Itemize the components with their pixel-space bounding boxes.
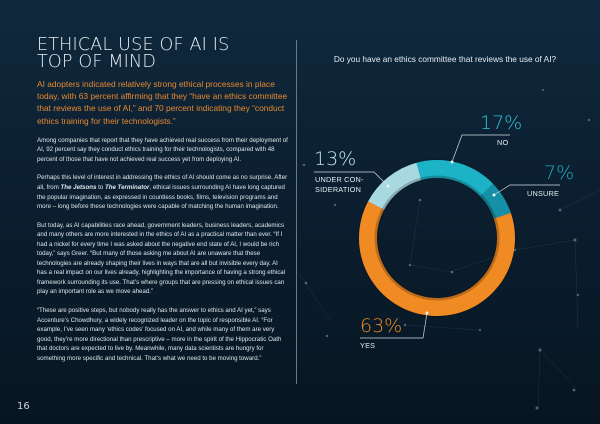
- donut-slice-under-consideration: [368, 162, 422, 210]
- category-label-yes: YES: [360, 341, 376, 350]
- value-label-unsure: 7%: [544, 162, 575, 184]
- donut-slice-yes: [359, 201, 515, 317]
- body-paragraph-1: Among companies that report that they ha…: [37, 136, 288, 163]
- value-label-yes: 63%: [360, 315, 403, 337]
- donut-slice-no: [416, 160, 494, 197]
- category-label-under-consideration: UNDER CON- SIDERATION: [315, 175, 364, 194]
- value-label-under-consideration: 13%: [314, 148, 357, 170]
- chart-title: Do you have an ethics committee that rev…: [333, 54, 557, 64]
- category-label-no: NO: [497, 138, 509, 147]
- lead-paragraph: AI adopters indicated relatively strong …: [37, 79, 288, 126]
- title-line-2: TOP OF MIND: [37, 52, 157, 72]
- category-label-unsure: UNSURE: [527, 189, 560, 198]
- donut-slice-unsure: [480, 183, 511, 219]
- value-label-no: 17%: [480, 112, 523, 134]
- body-paragraph-3: But today, as AI capabilities race ahead…: [37, 221, 286, 296]
- body-paragraph-2: Perhaps this level of interest in addres…: [37, 174, 288, 211]
- article-column: ETHICAL USE OF AI IS TOP OF MIND AI adop…: [37, 35, 289, 363]
- page-title: ETHICAL USE OF AI IS TOP OF MIND: [37, 35, 289, 72]
- title-terminator: The Terminator: [104, 184, 150, 191]
- title-line-1: ETHICAL USE OF AI IS: [37, 35, 230, 55]
- body-paragraph-4: “These are positive steps, but nobody re…: [37, 307, 282, 362]
- page-number: 16: [17, 401, 30, 412]
- title-jetsons: The Jetsons: [60, 184, 97, 191]
- column-divider: [296, 40, 297, 384]
